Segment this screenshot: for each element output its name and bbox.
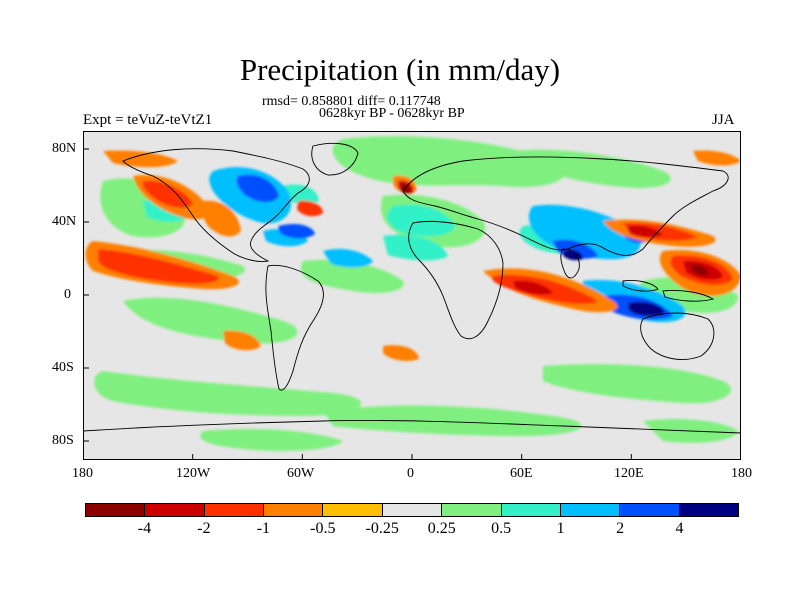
plot-title: Precipitation (in mm/day) (239, 52, 561, 87)
lat-tick-label: 0 (64, 287, 71, 302)
lon-tick-label: 180 (72, 466, 93, 481)
colorbar-label: -2 (197, 520, 211, 537)
season-label: JJA (712, 112, 735, 128)
colorbar-label: 0.5 (491, 520, 512, 537)
lat-tick-label: 80N (52, 141, 77, 156)
lon-tick-label: 60W (287, 466, 315, 481)
stats-line: rmsd= 0.858801 diff= 0.117748 (262, 94, 441, 109)
colorbar-label: -4 (137, 520, 152, 537)
period-line: 0628kyr BP - 0628kyr BP (319, 106, 465, 121)
colorbar-swatch (559, 504, 620, 516)
colorbar-label: 0.25 (427, 520, 456, 537)
lon-tick-label: 60E (510, 466, 533, 481)
colorbar-swatch (619, 504, 679, 516)
colorbar-swatch (381, 504, 442, 516)
colorbar-swatch (322, 504, 382, 516)
colorbar-swatch (263, 504, 323, 516)
colorbar-swatch (500, 504, 560, 516)
coastlines (83, 142, 741, 434)
colorbar-swatch (144, 504, 204, 516)
colorbar-label: 2 (616, 520, 625, 537)
experiment-label: Expt = teVuZ-teVtZ1 (83, 112, 213, 128)
colorbar-swatch (203, 504, 264, 516)
colorbar-label: 1 (556, 520, 565, 537)
lon-tick-label: 0 (407, 466, 414, 481)
lat-tick-label: 40N (52, 214, 77, 229)
lon-tick-label: 120W (176, 466, 211, 481)
colorbar-swatch (441, 504, 501, 516)
lat-tick-label: 80S (52, 433, 74, 448)
colorbar-label: -1 (256, 520, 271, 537)
colorbar (85, 503, 739, 517)
colorbar-swatch (678, 504, 738, 516)
axis-ticks (83, 148, 632, 460)
precipitation-map (83, 131, 741, 460)
lon-tick-label: 120E (614, 466, 644, 481)
colorbar-labels: -4 -2 -1 -0.5 -0.25 0.25 0.5 1 2 4 (85, 520, 739, 540)
colorbar-swatch (86, 504, 145, 516)
lon-tick-label: 180 (731, 466, 752, 481)
colorbar-label: 4 (675, 520, 684, 537)
anomaly-fields (85, 136, 741, 451)
lat-tick-label: 40S (52, 360, 74, 375)
colorbar-label: -0.5 (310, 520, 336, 537)
colorbar-label: -0.25 (365, 520, 399, 537)
